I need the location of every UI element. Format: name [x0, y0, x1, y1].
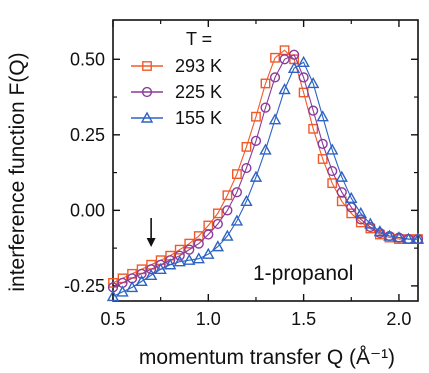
y-tick-label: 0.25 [70, 125, 105, 145]
down-arrow-icon [146, 218, 156, 247]
data-point [270, 52, 280, 63]
y-axis: -0.25 0.00 0.25 0.50 [64, 49, 418, 296]
data-point [173, 255, 186, 267]
series-293-k [108, 45, 423, 288]
data-point [230, 214, 244, 226]
data-point [259, 143, 272, 155]
data-point [211, 240, 225, 252]
data-point [202, 247, 215, 259]
data-point [317, 154, 328, 164]
y-tick-label: 0.50 [70, 49, 105, 69]
data-point [411, 232, 425, 244]
data-point [193, 238, 204, 249]
data-point [308, 123, 319, 134]
data-point [146, 264, 157, 275]
sample-annotation: 1-propanol [253, 262, 353, 285]
data-point [222, 205, 233, 216]
data-point [297, 55, 310, 68]
legend-label: 155 K [175, 108, 222, 128]
legend-marker [140, 111, 154, 123]
data-point [345, 191, 358, 203]
data-point [163, 258, 177, 270]
data-point [335, 170, 348, 182]
legend-label: 293 K [175, 56, 222, 76]
data-point [298, 72, 309, 83]
series-line [112, 49, 418, 284]
data-point [336, 187, 347, 198]
data-point [241, 162, 252, 174]
x-tick-label: 2.0 [386, 309, 411, 329]
data-point [251, 111, 261, 122]
x-axis-label: momentum transfer Q (Å⁻¹) [139, 346, 395, 369]
series-line [112, 53, 418, 288]
data-point [306, 77, 320, 89]
data-point [174, 250, 185, 261]
data-point [212, 208, 223, 219]
data-point [136, 268, 147, 279]
data-point [249, 170, 263, 182]
data-point [279, 54, 290, 65]
x-tick-label: 0.5 [100, 309, 125, 329]
data-point [183, 253, 196, 265]
data-point [260, 78, 271, 89]
data-point [269, 72, 281, 83]
arrow-head [146, 238, 156, 247]
data-point [203, 229, 214, 240]
data-point [288, 49, 300, 60]
y-axis-label: interference function F(Q) [6, 52, 29, 291]
data-point [240, 194, 253, 206]
data-point [355, 214, 366, 225]
data-point [135, 274, 148, 287]
data-point [154, 262, 167, 274]
y-tick-label: -0.25 [64, 276, 105, 296]
y-tick-label: 0.00 [70, 200, 105, 220]
series-225-k [107, 49, 424, 293]
series-155-k [106, 55, 425, 302]
data-point [268, 113, 282, 125]
data-point [364, 217, 377, 229]
data-point [193, 231, 204, 241]
data-point [116, 285, 129, 297]
data-point [326, 143, 339, 155]
data-point [354, 206, 368, 219]
data-point [232, 169, 242, 179]
data-point [250, 135, 262, 146]
plot-area: 0.5 1.0 1.5 2.0 -0.25 0.00 0.25 0.50 [64, 19, 425, 329]
data-point [231, 187, 243, 198]
data-point [402, 232, 415, 244]
data-point [308, 105, 319, 116]
data-point [327, 165, 338, 177]
data-point [144, 268, 158, 281]
data-point [383, 229, 396, 241]
data-point [174, 244, 185, 255]
legend-label: 225 K [175, 82, 222, 102]
legend-marker [141, 86, 153, 98]
x-axis: 0.5 1.0 1.5 2.0 [100, 20, 411, 329]
data-point [316, 110, 329, 122]
data-point [222, 190, 233, 201]
data-point [192, 252, 205, 264]
data-point [392, 231, 406, 243]
data-point [287, 61, 301, 74]
data-point [184, 238, 195, 249]
data-point [106, 290, 120, 302]
data-point [241, 142, 252, 152]
series-line [112, 61, 418, 297]
data-point [221, 229, 234, 241]
data-point [327, 178, 338, 189]
legend-marker [142, 61, 152, 71]
x-tick-label: 1.0 [196, 309, 221, 329]
data-point [260, 102, 271, 113]
data-point [278, 83, 291, 95]
x-tick-label: 1.5 [291, 309, 316, 329]
plot-frame [112, 19, 419, 302]
legend: T = 293 K 225 K 155 K [131, 29, 222, 128]
data-point [212, 218, 223, 230]
series-layer [106, 45, 425, 302]
data-point [373, 225, 387, 237]
data-point [317, 138, 328, 149]
data-point [125, 280, 139, 293]
legend-title: T = [186, 29, 212, 49]
